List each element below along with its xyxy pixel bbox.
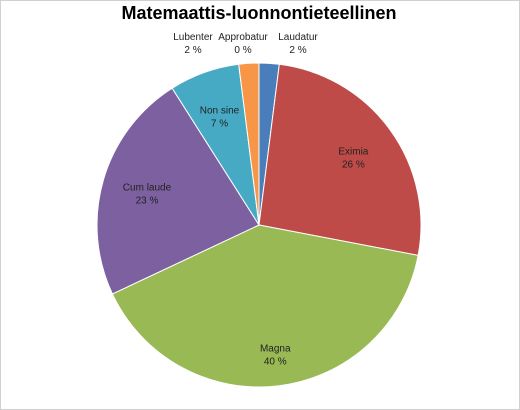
pie-slice [258, 63, 422, 256]
chart-title: Matemaattis-luonnontieteellinen [121, 3, 396, 23]
data-label-value: 0 % [234, 45, 251, 56]
data-label: Approbatur 0 % [218, 32, 268, 56]
data-label-value: 23 % [136, 195, 159, 206]
data-label: Magna 40 % [260, 344, 291, 368]
data-label-name: Cum laude [123, 182, 172, 193]
data-label-name: Eximia [338, 146, 368, 157]
data-label-value: 2 % [184, 45, 201, 56]
pie-slice [96, 87, 260, 295]
data-label-value: 26 % [342, 159, 365, 170]
data-label-name: Lubenter [173, 32, 213, 43]
data-label: Laudatur 2 % [278, 32, 318, 56]
data-label: Eximia 26 % [338, 146, 368, 170]
data-label-name: Approbatur [218, 32, 268, 43]
data-label-value: 7 % [211, 118, 228, 129]
data-label: Non sine 7 % [200, 105, 240, 129]
pie-slice [111, 224, 419, 388]
data-label-name: Laudatur [278, 32, 318, 43]
data-label: Cum laude 23 % [123, 182, 172, 206]
data-label-value: 40 % [264, 357, 287, 368]
data-label-name: Non sine [200, 105, 240, 116]
data-label: Lubenter 2 % [173, 32, 213, 56]
data-label-name: Magna [260, 344, 291, 355]
data-label-value: 2 % [289, 45, 306, 56]
